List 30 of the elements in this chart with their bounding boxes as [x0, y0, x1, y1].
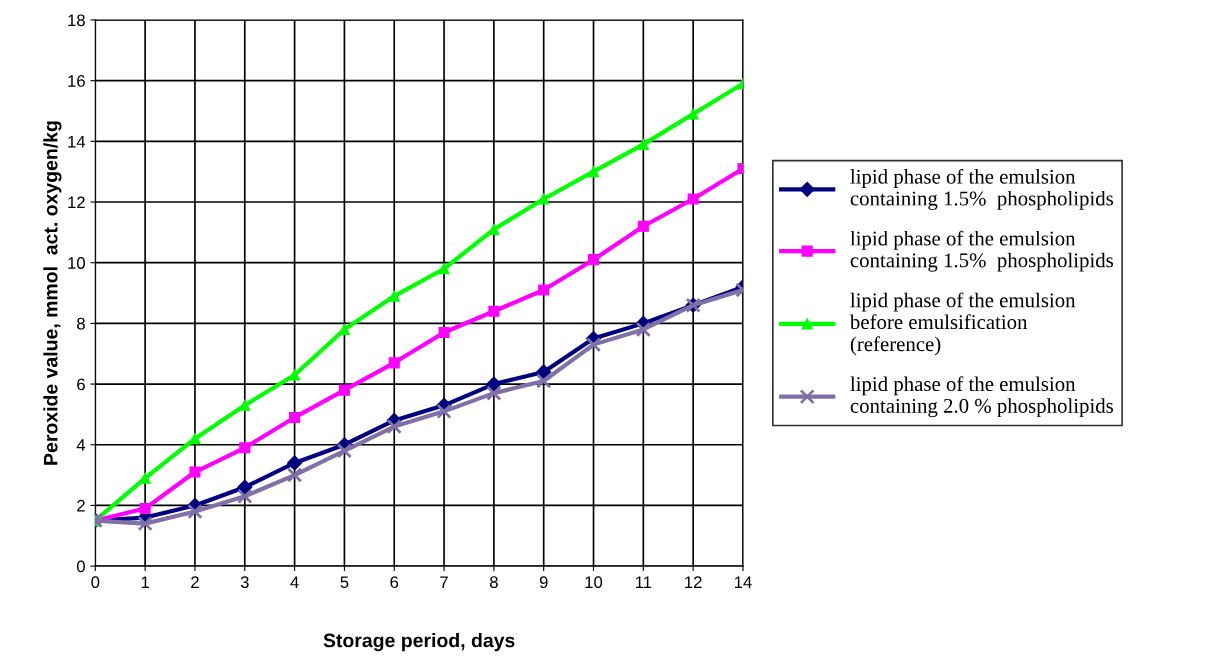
x-tick-label: 10 — [585, 576, 603, 589]
y-tick-label: 4 — [76, 439, 86, 451]
y-tick-label: 10 — [68, 257, 85, 269]
x-tick-label: 11 — [635, 576, 652, 588]
x-tick-label: 6 — [390, 576, 399, 589]
x-tick-label: 8 — [489, 576, 498, 589]
legend-label: lipid phase of the emulsion containing 1.5% phospholipids — [850, 230, 1114, 272]
x-tick-label: 1 — [141, 576, 149, 588]
legend-label: lipid phase of the emulsion before emulsification (reference) — [849, 292, 1076, 356]
y-tick-label: 8 — [77, 317, 85, 330]
legend-label: lipid phase of the emulsion containing 1.5% phospholipids — [850, 168, 1114, 210]
y-tick-label: 14 — [68, 135, 86, 148]
x-tick-label: 14 — [734, 576, 752, 588]
y-tick-label: 0 — [76, 560, 85, 573]
x-axis-title: Storage period, days — [323, 633, 515, 652]
y-tick-label: 16 — [68, 75, 85, 87]
x-tick-label: 2 — [191, 576, 199, 588]
y-tick-label: 6 — [77, 378, 85, 391]
x-tick-label: 7 — [440, 576, 448, 588]
x-tick-label: 0 — [91, 576, 100, 589]
x-tick-label: 3 — [240, 576, 249, 589]
x-tick-label: 4 — [290, 576, 299, 588]
y-axis-title: Peroxide value, mmol act. oxygen/kg — [43, 121, 62, 465]
x-tick-label: 12 — [685, 576, 702, 588]
legend-label: lipid phase of the emulsion containing 2.0 % phospholipids — [850, 376, 1114, 418]
y-tick-label: 2 — [77, 499, 85, 512]
x-tick-label: 9 — [539, 576, 548, 589]
y-tick-label: 18 — [68, 14, 85, 27]
y-tick-label: 12 — [68, 196, 85, 209]
x-tick-label: 5 — [340, 576, 349, 589]
